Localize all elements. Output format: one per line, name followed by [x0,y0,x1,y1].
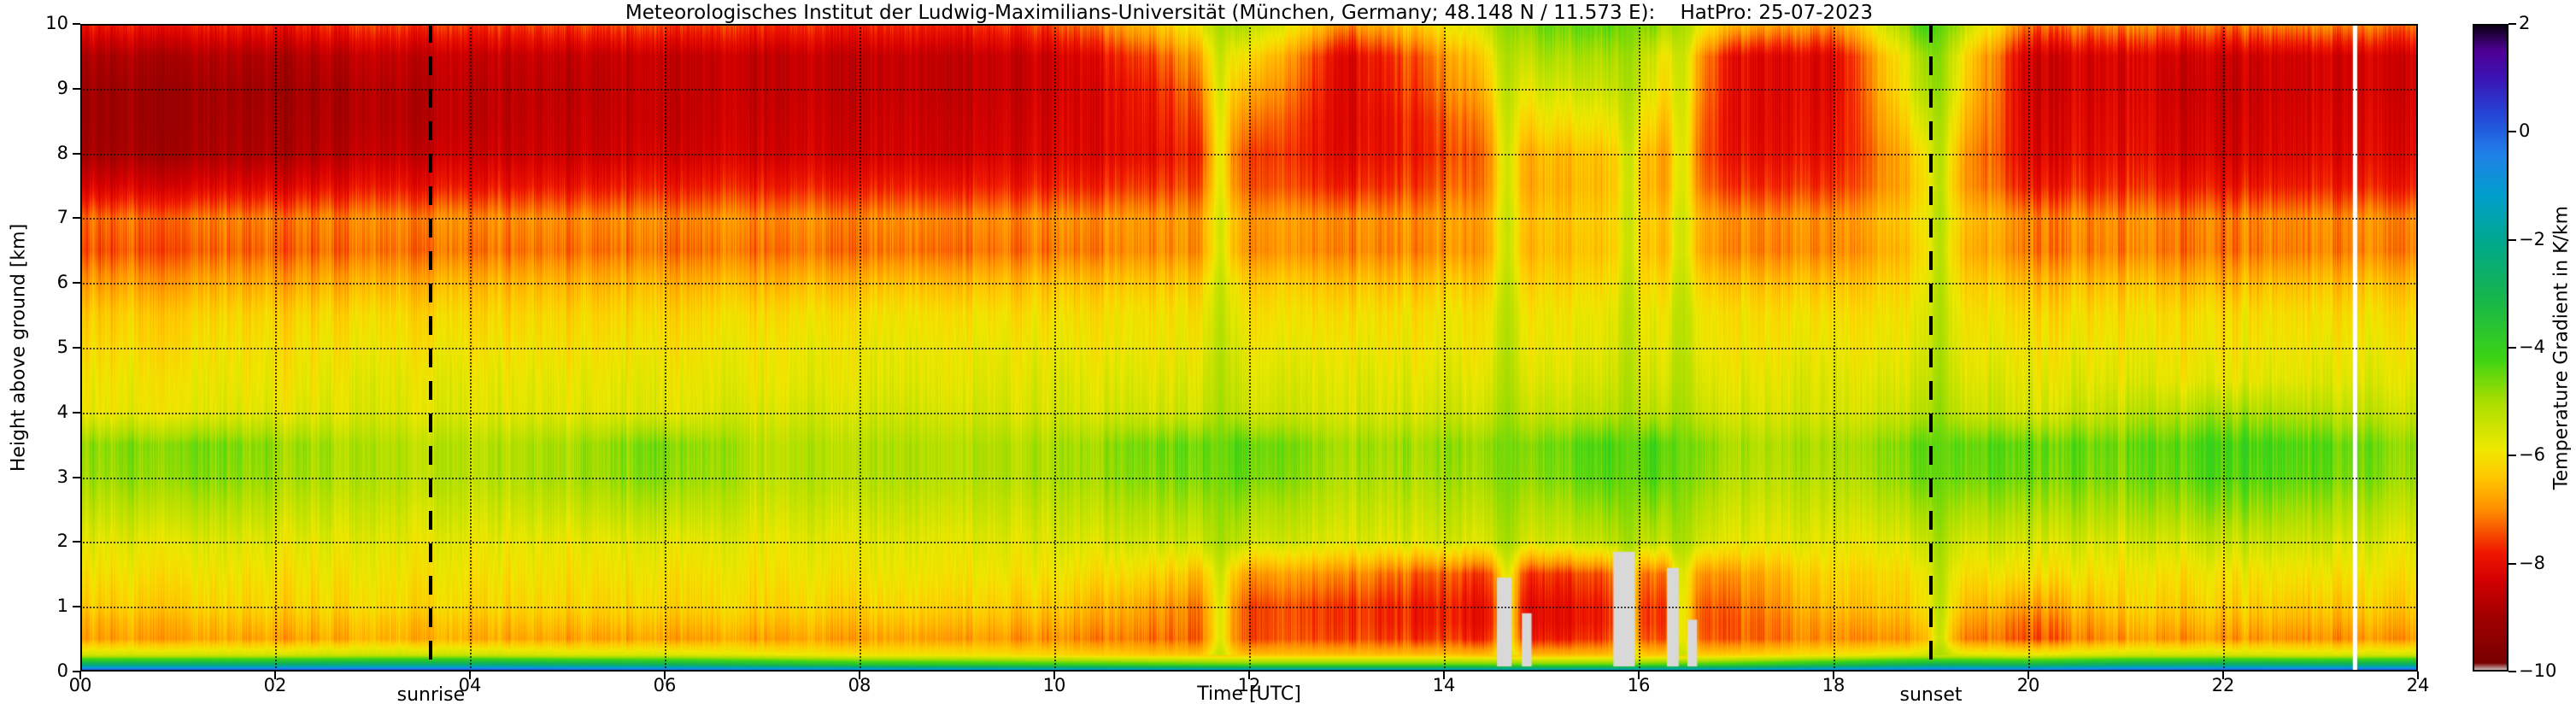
y-tick-label: 4 [56,401,68,422]
colorbar-tick-label: −2 [2519,228,2545,249]
horizontal-gridline [80,607,2418,609]
x-tick-mark [2417,672,2419,679]
x-tick-mark [664,672,666,679]
colorbar-tick-mark [2509,23,2516,25]
x-tick-label: 06 [653,675,677,695]
sunrise-label: sunrise [396,684,466,704]
y-tick-label: 3 [56,466,68,487]
x-tick-mark [274,672,276,679]
x-tick-label: 24 [2406,675,2430,695]
sunset-line [1929,24,1933,672]
y-tick-mark [73,347,80,349]
sunrise-line [429,24,433,672]
horizontal-gridline [80,283,2418,285]
sunset-label: sunset [1899,684,1963,704]
horizontal-gridline [80,477,2418,479]
x-tick-mark [859,672,860,679]
x-tick-label: 14 [1432,675,1456,695]
y-tick-mark [73,282,80,285]
colorbar-tick-mark [2509,347,2516,349]
x-tick-label: 18 [1822,675,1845,695]
colorbar-tick-mark [2509,238,2516,241]
colorbar-tick-label: −8 [2519,552,2545,573]
y-tick-label: 0 [56,660,68,681]
y-tick-mark [73,476,80,478]
colorbar-tick-label: 0 [2519,120,2531,142]
x-tick-label: 00 [68,675,92,695]
x-tick-label: 10 [1042,675,1066,695]
x-tick-label: 22 [2211,675,2235,695]
horizontal-gridline [80,153,2418,155]
colorbar-tick-mark [2509,671,2516,672]
colorbar-tick-label: −10 [2519,660,2557,681]
y-tick-mark [73,411,80,414]
horizontal-gridline [80,218,2418,220]
x-tick-mark [1443,672,1445,679]
x-tick-mark [469,672,471,679]
chart-title: Meteorologisches Institut der Ludwig-Max… [625,2,1874,24]
y-tick-label: 9 [56,77,68,98]
colorbar-tick-mark [2509,562,2516,565]
x-axis-label: Time [UTC] [1197,683,1301,704]
horizontal-gridline [80,412,2418,414]
x-tick-label: 02 [263,675,287,695]
y-tick-label: 7 [56,207,68,228]
y-tick-mark [73,217,80,220]
y-tick-label: 8 [56,142,68,163]
colorbar-tick-label: 2 [2519,13,2531,33]
x-tick-label: 08 [848,675,871,695]
y-tick-label: 5 [56,337,68,357]
x-tick-mark [2222,672,2224,679]
y-tick-label: 2 [56,531,68,552]
y-tick-mark [73,152,80,155]
y-tick-mark [73,606,80,608]
y-tick-label: 10 [45,13,68,33]
y-tick-mark [73,87,80,90]
x-tick-mark [1248,672,1250,679]
x-tick-label: 12 [1237,675,1261,695]
colorbar-tick-label: −4 [2519,337,2545,357]
colorbar-tick-mark [2509,131,2516,133]
y-tick-label: 1 [56,595,68,617]
x-tick-label: 04 [458,675,482,695]
x-tick-mark [2027,672,2029,679]
horizontal-gridline [80,542,2418,544]
x-tick-mark [1053,672,1055,679]
y-tick-mark [73,541,80,543]
y-tick-label: 6 [56,272,68,293]
x-tick-label: 20 [2016,675,2040,695]
colorbar-canvas [2473,24,2509,672]
colorbar-tick-mark [2509,455,2516,457]
horizontal-gridline [80,348,2418,349]
horizontal-gridline [80,88,2418,91]
x-tick-mark [1638,672,1640,679]
y-tick-mark [73,671,80,672]
x-tick-mark [79,672,81,679]
y-tick-mark [73,23,80,25]
x-tick-mark [1833,672,1834,679]
colorbar-tick-label: −6 [2519,444,2545,466]
x-tick-label: 16 [1627,675,1651,695]
